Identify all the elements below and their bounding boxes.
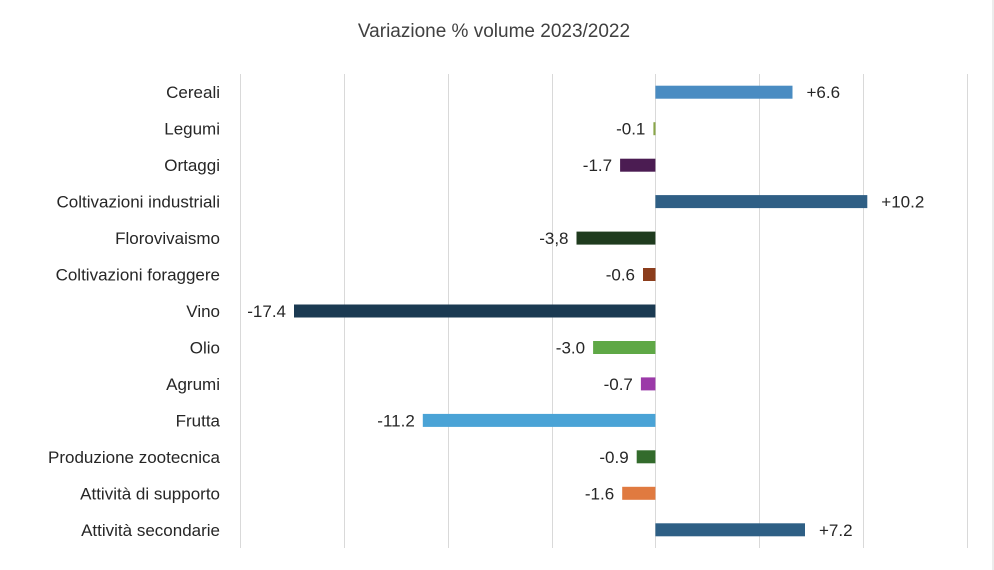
data-label: -11.2: [377, 411, 415, 430]
category-label: Attività secondarie: [81, 521, 220, 540]
bar: [643, 268, 656, 281]
bar: [576, 231, 656, 245]
bar: [622, 486, 656, 500]
data-labels: +6.6 -0.1-1.7 +10.2 -3,8 -0.6 -17.4 -3.0 -0.7 -1…: [247, 83, 924, 540]
category-label: Olio: [190, 339, 220, 358]
data-label: -0.9: [599, 448, 628, 467]
bar: [640, 377, 656, 391]
category-label: Attività di supporto: [80, 484, 220, 503]
category-label: Vino: [186, 302, 220, 321]
bar: [422, 413, 656, 427]
data-label: -0.1: [616, 120, 645, 139]
chart-title: Variazione % volume 2023/2022: [358, 21, 630, 42]
bar: [636, 450, 656, 464]
data-label: -3,8: [539, 229, 568, 248]
bar: [655, 85, 793, 99]
category-label: Coltivazioni industriali: [57, 193, 220, 212]
bar: [655, 523, 805, 537]
bar: [655, 195, 868, 209]
data-label: -1.7: [583, 156, 612, 175]
category-label: Florovivaismo: [115, 229, 220, 248]
bar: [620, 158, 656, 172]
data-label: -17.4: [247, 302, 286, 321]
data-label: +6.6: [807, 83, 841, 102]
category-labels: Cereali Legumi Ortaggi Coltivazioni industr…: [48, 83, 221, 540]
data-label: +7.2: [819, 521, 853, 540]
bar: [653, 122, 656, 136]
category-label: Produzione zootecnica: [48, 448, 221, 467]
data-label: -0.7: [604, 375, 633, 394]
category-label: Agrumi: [166, 375, 220, 394]
data-label: -3.0: [556, 339, 585, 358]
bars: [294, 85, 868, 537]
data-label: +10.2: [881, 193, 924, 212]
category-label: Coltivazioni foraggere: [56, 266, 220, 285]
category-label: Legumi: [164, 120, 220, 139]
data-label: -1.6: [585, 484, 614, 503]
bar: [294, 304, 656, 318]
category-label: Ortaggi: [164, 156, 220, 175]
data-label: -0.6: [606, 266, 635, 285]
category-label: Frutta: [176, 411, 221, 430]
category-label: Cereali: [166, 83, 220, 102]
bar: [593, 341, 656, 354]
